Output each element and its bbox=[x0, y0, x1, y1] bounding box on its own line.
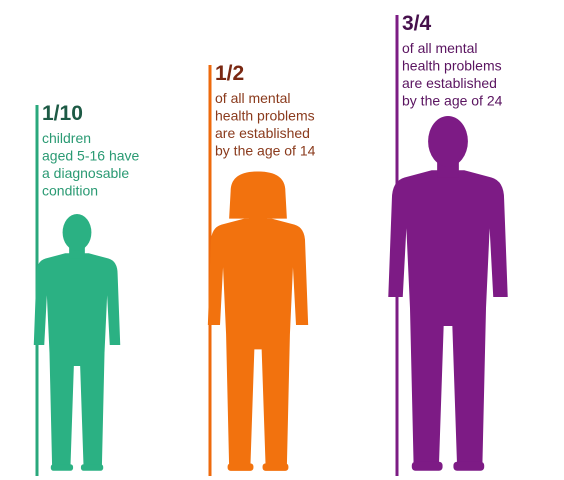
description-line: of all mental bbox=[402, 40, 477, 56]
description-line: a diagnosable bbox=[42, 165, 129, 181]
figure-body bbox=[388, 170, 508, 466]
stat: 3/4 bbox=[402, 12, 432, 35]
figure bbox=[33, 214, 121, 471]
figure-body bbox=[207, 218, 309, 467]
description-line: aged 5-16 have bbox=[42, 148, 140, 164]
description-line: health problems bbox=[402, 58, 502, 74]
figure bbox=[207, 171, 309, 471]
description-line: condition bbox=[42, 183, 98, 199]
description-line: health problems bbox=[215, 108, 315, 124]
figure-foot bbox=[262, 463, 289, 471]
description-line: are established bbox=[402, 75, 497, 91]
figure bbox=[388, 116, 508, 471]
figure-foot bbox=[227, 463, 254, 471]
figure-head bbox=[62, 214, 92, 251]
figure-foot bbox=[411, 461, 443, 471]
figure-head bbox=[428, 116, 468, 167]
description-line: by the age of 24 bbox=[402, 93, 503, 109]
stat: 1/2 bbox=[215, 62, 244, 85]
description-line: children bbox=[42, 130, 91, 146]
figure-foot bbox=[453, 461, 485, 471]
description-line: by the age of 14 bbox=[215, 143, 316, 159]
description-line: are established bbox=[215, 125, 310, 141]
figure-foot bbox=[80, 464, 104, 471]
figure-foot bbox=[50, 464, 74, 471]
description-line: of all mental bbox=[215, 90, 290, 106]
stat: 1/10 bbox=[42, 102, 83, 125]
figure-hair bbox=[229, 171, 287, 219]
figure-body bbox=[33, 253, 121, 467]
